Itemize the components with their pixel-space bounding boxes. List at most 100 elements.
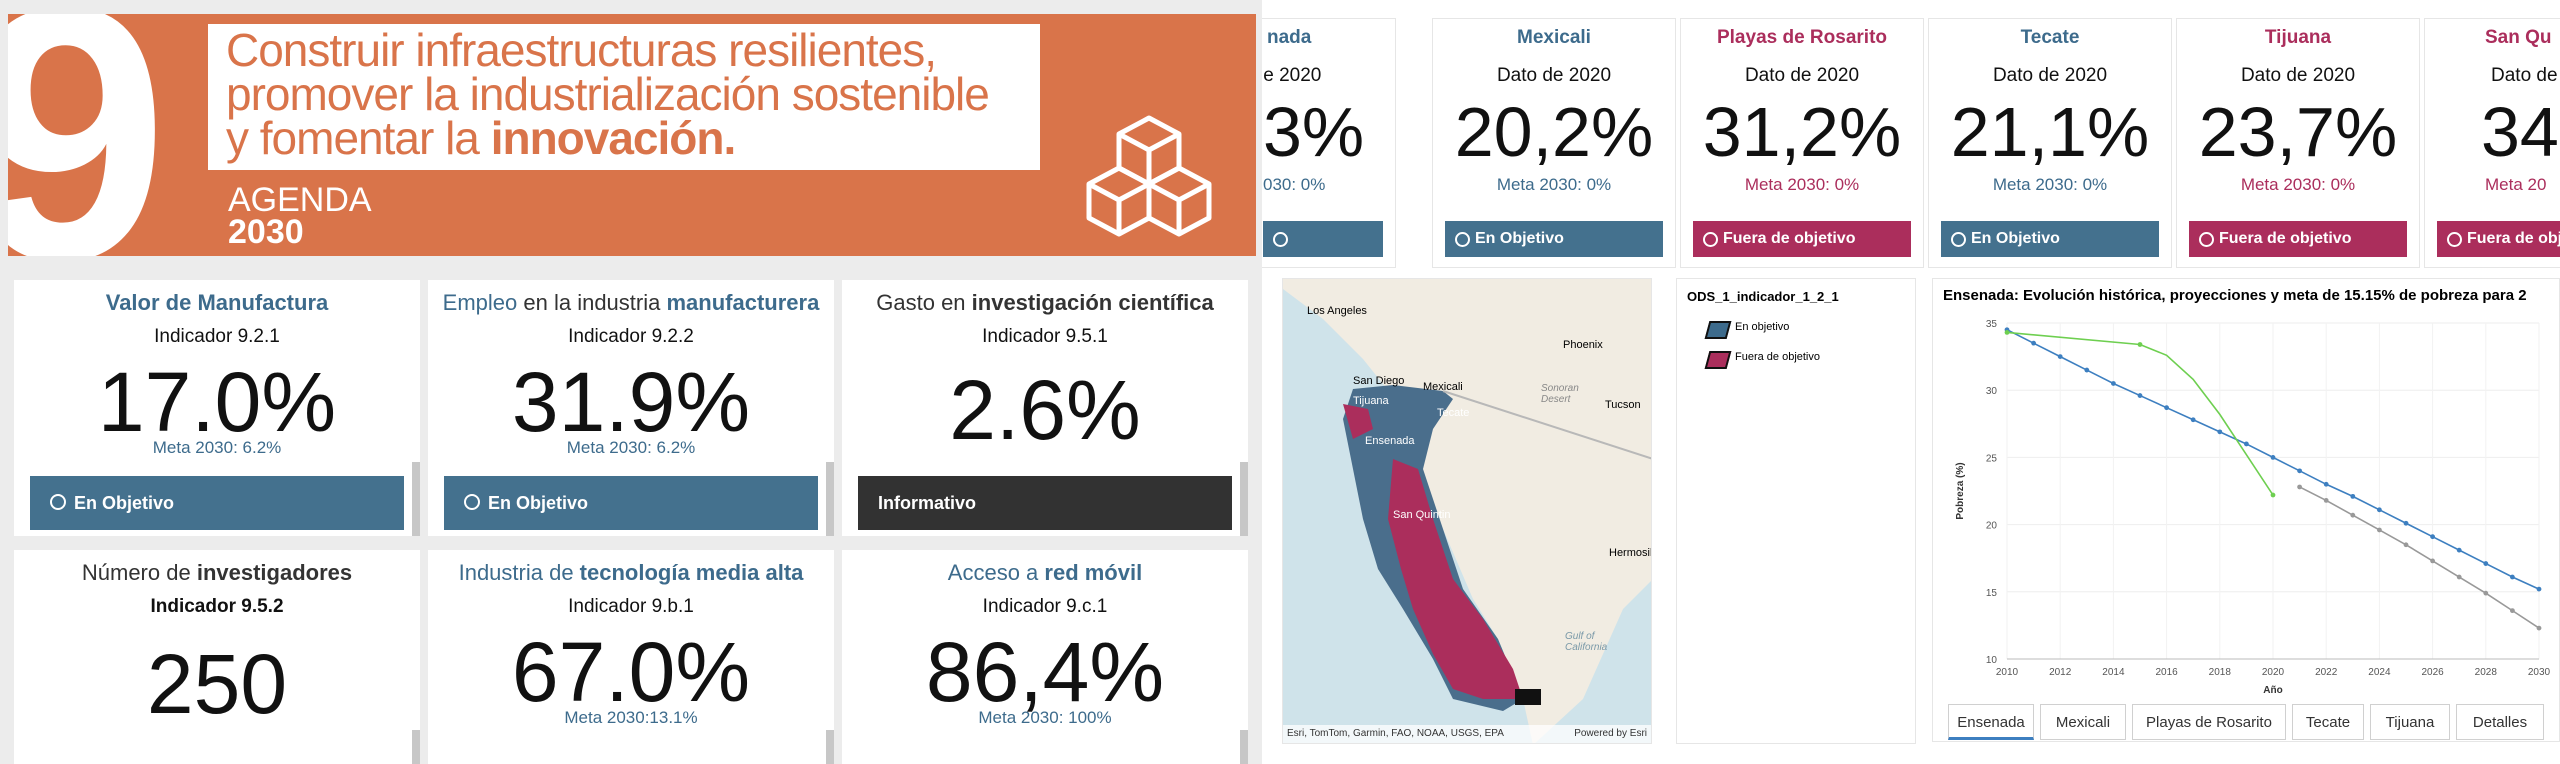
map-label: Tijuana xyxy=(1353,395,1389,407)
data-point xyxy=(2456,574,2462,580)
region-card-playas-de-rosarito: Playas de Rosarito Dato de 2020 31,2% Me… xyxy=(1680,18,1924,268)
data-point xyxy=(2217,429,2223,435)
data-point xyxy=(2323,498,2329,503)
data-point xyxy=(2111,381,2116,386)
agenda-banner: 9 Construir infraestructuras resilientes… xyxy=(8,14,1256,256)
card-scrollbar[interactable] xyxy=(412,730,420,764)
region-year: le 2020 xyxy=(1262,65,1322,86)
region-year: Dato de 2020 xyxy=(1744,65,1860,86)
check-circle-icon xyxy=(50,494,66,511)
data-point xyxy=(2323,481,2329,487)
region-value: 23,7% xyxy=(2198,93,2398,171)
data-point xyxy=(2350,512,2356,518)
y-tick-label: 10 xyxy=(1986,655,1998,666)
region-card-tecate: Tecate Dato de 2020 21,1% Meta 2030: 0% … xyxy=(1928,18,2172,268)
goal-number-graphic: 9 xyxy=(8,14,169,256)
card-valor-manufactura: Valor de Manufactura Indicador 9.2.1 17.… xyxy=(14,280,420,536)
card-title: Valor de Manufactura xyxy=(105,290,329,315)
card-indicator: Indicador 9.5.1 xyxy=(982,326,1108,347)
map-label: Los Angeles xyxy=(1307,305,1367,317)
region-map[interactable]: Los Angeles San Diego Mexicali Phoenix T… xyxy=(1282,278,1652,744)
chart-plot: 10 15 20 25 30 35 2010 2012 2014 2016 2018 2020 2022… xyxy=(1955,319,2551,696)
data-point xyxy=(2403,520,2409,526)
card-scrollbar[interactable] xyxy=(1240,730,1248,764)
card-value: 86,4% xyxy=(925,625,1165,719)
legend-label: En objetivo xyxy=(1735,321,1790,333)
x-axis-label: Año xyxy=(2263,685,2282,696)
region-value: 20,2% xyxy=(1454,93,1654,171)
card-title: Número de investigadores xyxy=(81,560,353,585)
ods9-dashboard-panel: 9 Construir infraestructuras resilientes… xyxy=(0,0,1262,764)
tab-mexicali[interactable]: Mexicali xyxy=(2040,704,2126,740)
card-scrollbar[interactable] xyxy=(1240,462,1248,536)
y-tick-label: 30 xyxy=(1986,386,1998,397)
region-card-san-quintin: San Qu Dato de 34. Meta 20 Fuera de obje xyxy=(2424,18,2560,268)
y-tick-label: 25 xyxy=(1986,453,1998,464)
map-label: San Quintin xyxy=(1393,509,1451,521)
banner-line3-bold: innovación. xyxy=(490,112,737,164)
card-title: Acceso a red móvil xyxy=(947,560,1143,585)
tab-playas-de-rosarito[interactable]: Playas de Rosarito xyxy=(2132,704,2286,740)
region-card-mexicali: Mexicali Dato de 2020 20,2% Meta 2030: 0… xyxy=(1432,18,1676,268)
card-value: 2.6% xyxy=(949,363,1141,457)
region-year: Dato de 2020 xyxy=(1992,65,2108,86)
data-point xyxy=(2403,542,2409,548)
card-meta: Meta 2030: 6.2% xyxy=(566,438,696,457)
card-meta: Meta 2030: 6.2% xyxy=(152,438,282,457)
data-point xyxy=(2137,342,2143,347)
region-name: Playas de Rosarito xyxy=(1716,27,1888,48)
tab-ensenada[interactable]: Ensenada xyxy=(1948,704,2034,740)
y-tick-label: 20 xyxy=(1986,521,1998,532)
card-tecnologia-media-alta: Industria de tecnología media alta Indic… xyxy=(428,550,834,764)
data-point xyxy=(2031,340,2036,346)
card-empleo-manufactura: Empleo en la industria manufacturera Ind… xyxy=(428,280,834,536)
region-status: En Objetivo xyxy=(1941,221,2159,257)
data-point xyxy=(2510,608,2515,614)
cubes-icon xyxy=(1086,115,1212,237)
legend-swatch xyxy=(1704,351,1732,369)
data-point xyxy=(2270,455,2276,460)
region-name: Tijuana xyxy=(2264,27,2332,48)
region-meta: Meta 2030: 0% xyxy=(2240,175,2356,194)
card-scrollbar[interactable] xyxy=(826,462,834,536)
region-meta: Meta 2030: 0% xyxy=(1992,175,2108,194)
card-scrollbar[interactable] xyxy=(826,730,834,764)
data-point xyxy=(2137,393,2143,398)
poverty-dashboard-panel: nada le 2020 3% 030: 0% Mexicali Dato de… xyxy=(1262,0,2560,764)
region-meta: Meta 2030: 0% xyxy=(1744,175,1860,194)
x-tick-label: 2014 xyxy=(2102,667,2125,678)
map-canvas[interactable] xyxy=(1283,279,1652,744)
card-scrollbar[interactable] xyxy=(412,462,420,536)
x-tick-label: 2010 xyxy=(1996,667,2019,678)
region-value: 21,1% xyxy=(1950,93,2150,171)
agenda-logo: AGENDA 2030 xyxy=(228,183,372,249)
legend-label: Fuera de objetivo xyxy=(1735,351,1820,363)
banner-line3: y fomentar la xyxy=(226,112,491,164)
data-point xyxy=(2510,574,2515,580)
series-line xyxy=(2006,331,2274,496)
region-status: En Objetivo xyxy=(1445,221,1663,257)
map-label: Hermosill xyxy=(1609,547,1652,559)
region-year: Dato de 2020 xyxy=(1496,65,1612,86)
data-point xyxy=(2350,493,2356,499)
map-label: Mexicali xyxy=(1423,381,1463,393)
card-meta: Meta 2030: 100% xyxy=(978,708,1112,727)
map-label: Phoenix xyxy=(1563,339,1603,351)
x-tick-label: 2016 xyxy=(2155,667,2178,678)
card-value: 17.0% xyxy=(97,355,337,449)
tab-detalles[interactable]: Detalles xyxy=(2456,704,2544,740)
data-point xyxy=(2164,405,2169,411)
region-status: Fuera de objetivo xyxy=(1693,221,1911,257)
data-point xyxy=(2084,367,2090,373)
card-value: 250 xyxy=(146,637,288,731)
data-point xyxy=(2244,441,2249,447)
tab-tijuana[interactable]: Tijuana xyxy=(2370,704,2450,740)
region-value: 31,2% xyxy=(1702,93,1902,171)
map-label: Tucson xyxy=(1605,399,1641,411)
card-numero-investigadores: Número de investigadores Indicador 9.5.2… xyxy=(14,550,420,764)
tab-tecate[interactable]: Tecate xyxy=(2292,704,2364,740)
card-acceso-red-movil: Acceso a red móvil Indicador 9.c.1 86,4%… xyxy=(842,550,1248,764)
legend-swatch xyxy=(1704,321,1732,339)
region-year: Dato de xyxy=(2491,65,2558,86)
check-circle-icon xyxy=(464,494,480,511)
